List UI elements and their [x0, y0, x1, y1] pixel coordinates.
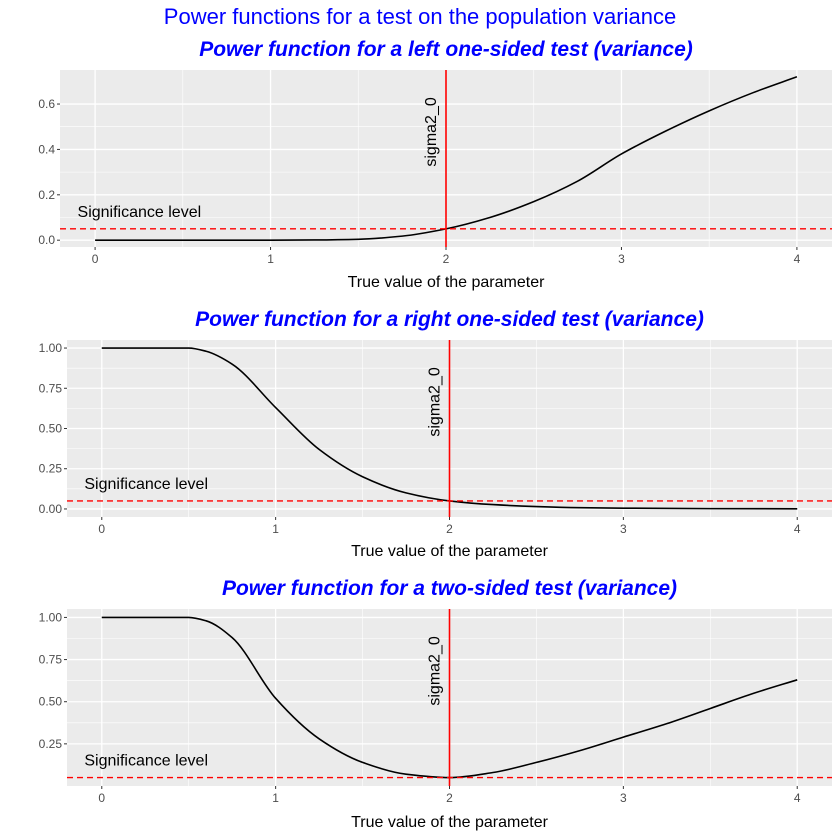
power-curve [101, 347, 798, 510]
chart-panels: Power function for a left one-sided test… [38, 38, 832, 831]
x-tick-label: 3 [620, 522, 627, 536]
significance-level-label: Significance level [84, 476, 208, 493]
x-tick-label: 4 [794, 791, 801, 805]
power-curve [101, 616, 798, 779]
x-tick-label: 2 [446, 791, 453, 805]
panel-title: Power function for a two-sided test (var… [222, 577, 677, 600]
sigma2-0-label: sigma2_0 [423, 97, 440, 166]
x-tick-label: 3 [620, 791, 627, 805]
significance-level-label: Significance level [78, 204, 202, 221]
chart-panel-2: Power function for a right one-sided tes… [39, 308, 832, 560]
x-tick-label: 2 [443, 252, 450, 266]
y-tick-label: 0.6 [38, 97, 55, 111]
y-tick-label: 0.50 [39, 695, 63, 709]
panel-title: Power function for a left one-sided test… [199, 38, 693, 61]
panel-title: Power function for a right one-sided tes… [195, 308, 704, 331]
y-tick-label: 0.00 [39, 502, 63, 516]
x-axis-title: True value of the parameter [351, 814, 549, 831]
x-tick-label: 4 [794, 252, 801, 266]
y-tick-label: 0.0 [38, 233, 55, 247]
x-axis-title: True value of the parameter [351, 543, 549, 560]
significance-level-label: Significance level [84, 753, 208, 770]
figure-title: Power functions for a test on the popula… [164, 4, 676, 29]
x-tick-label: 2 [446, 522, 453, 536]
x-tick-label: 0 [92, 252, 99, 266]
y-tick-label: 0.2 [38, 188, 55, 202]
x-tick-label: 0 [98, 791, 105, 805]
y-tick-label: 0.4 [38, 142, 55, 156]
y-tick-label: 1.00 [39, 610, 63, 624]
x-tick-label: 1 [267, 252, 274, 266]
x-tick-label: 3 [618, 252, 625, 266]
y-tick-label: 0.25 [39, 462, 63, 476]
x-axis-title: True value of the parameter [348, 274, 546, 291]
y-tick-label: 0.75 [39, 653, 63, 667]
sigma2-0-label: sigma2_0 [427, 367, 444, 436]
chart-panel-1: Power function for a left one-sided test… [38, 38, 832, 291]
x-tick-label: 1 [272, 791, 279, 805]
y-tick-label: 0.25 [39, 737, 63, 751]
y-tick-label: 1.00 [39, 341, 63, 355]
y-tick-label: 0.50 [39, 422, 63, 436]
sigma2-0-label: sigma2_0 [427, 636, 444, 705]
x-tick-label: 1 [272, 522, 279, 536]
x-tick-label: 0 [98, 522, 105, 536]
chart-panel-3: Power function for a two-sided test (var… [39, 577, 832, 831]
x-tick-label: 4 [794, 522, 801, 536]
y-tick-label: 0.75 [39, 381, 63, 395]
